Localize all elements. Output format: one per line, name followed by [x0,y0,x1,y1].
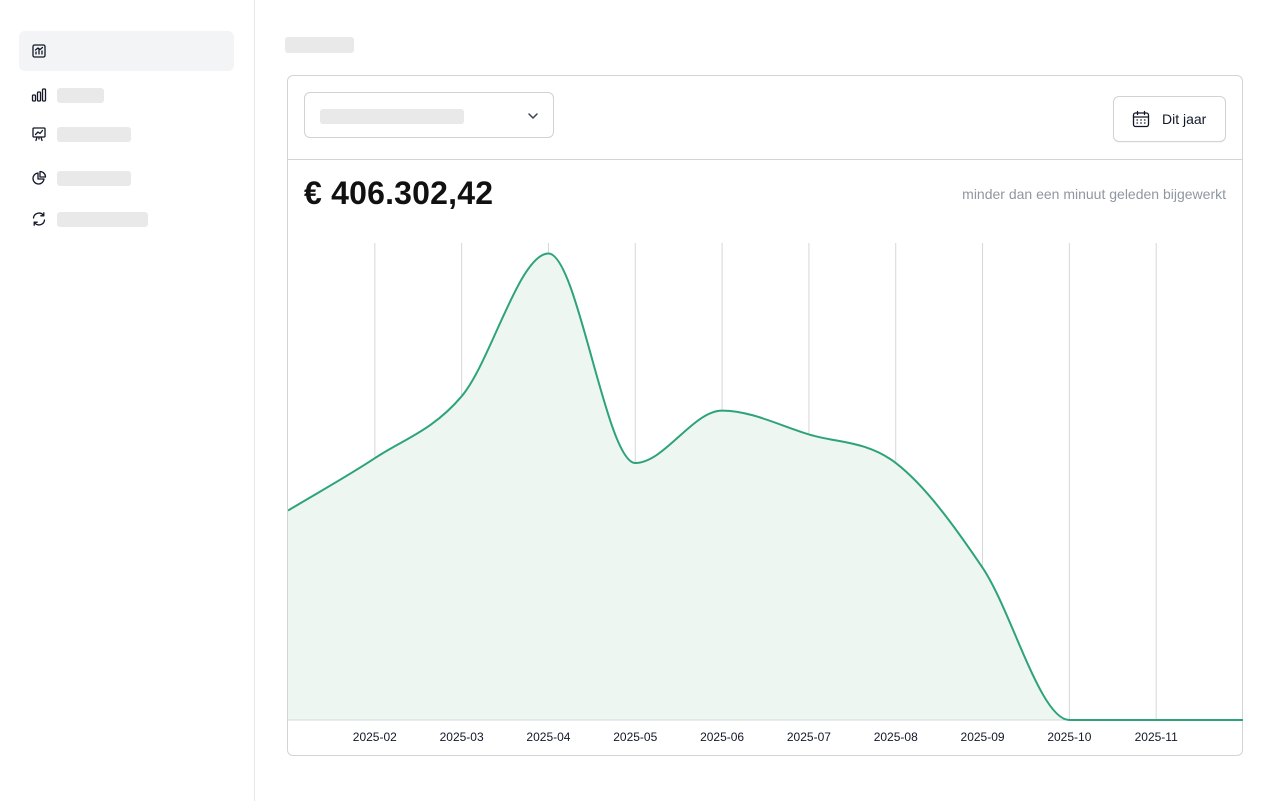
bar-chart-icon [31,87,47,103]
presentation-chart-icon [31,126,47,142]
chevron-down-icon [525,108,541,124]
pie-chart-icon [31,170,47,186]
series-area [288,253,1243,720]
sidebar-item-label-skeleton [57,211,148,227]
series-line [288,252,1243,722]
select-value-skeleton [320,109,464,124]
x-tick-label: 2025-10 [1047,730,1091,744]
sidebar [0,0,255,801]
sidebar-item-label-skeleton [57,170,131,186]
sidebar-item-pie-chart[interactable] [19,158,234,198]
sidebar-item-label-skeleton [57,87,104,103]
revenue-area-chart: 2025-02 2025-03 2025-04 2025-05 2025-06 2025-… [288,243,1243,744]
sidebar-item-presentation[interactable] [19,114,234,154]
sidebar-item-bar-chart[interactable] [19,75,234,115]
x-tick-label: 2025-09 [961,730,1005,744]
refresh-icon [31,211,47,227]
sidebar-item-sync[interactable] [19,199,234,239]
date-range-button[interactable]: Dit jaar [1113,96,1226,142]
updated-timestamp: minder dan een minuut geleden bijgewerkt [962,186,1226,202]
x-tick-label: 2025-04 [526,730,570,744]
x-tick-label: 2025-11 [1135,730,1178,744]
total-amount: € 406.302,42 [304,175,494,211]
account-select[interactable] [304,92,554,138]
x-tick-label: 2025-07 [787,730,831,744]
sidebar-item-label-skeleton [57,126,131,142]
revenue-card: 2025-02 2025-03 2025-04 2025-05 2025-06 2025-… [287,75,1243,756]
x-tick-label: 2025-08 [874,730,918,744]
page-title-skeleton [285,37,354,53]
x-tick-label: 2025-03 [440,730,484,744]
chart-report-icon [31,43,47,59]
x-tick-label: 2025-05 [613,730,657,744]
calendar-icon [1131,109,1151,129]
sidebar-item-reports[interactable] [19,31,234,71]
x-tick-label: 2025-06 [700,730,744,744]
date-range-label: Dit jaar [1162,111,1207,127]
x-tick-label: 2025-02 [353,730,397,744]
card-header: Dit jaar [288,76,1242,160]
